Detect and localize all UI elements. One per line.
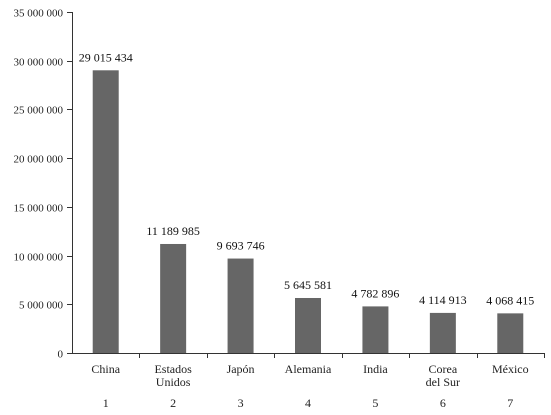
y-tick-label: 15 000 000 [14,203,64,215]
data-labels: 29 015 434 11 189 985 9 693 746 5 645 581 4 … [79,50,535,307]
bar [497,313,524,353]
data-label: 4 068 415 [486,293,534,307]
rank-label: 3 [238,396,244,410]
bar [92,70,119,354]
category-label: Alemania [285,362,332,376]
category-label: Japón [227,362,255,376]
y-tick-label: 25 000 000 [14,105,64,117]
data-label: 4 114 913 [419,293,467,307]
category-label: China [91,362,120,376]
bars [92,70,524,354]
bar [295,297,321,353]
data-label: 11 189 985 [146,224,200,238]
rank-label: 1 [103,396,109,410]
y-tick-label: 35 000 000 [14,8,64,20]
category-label: Estados [154,362,192,376]
y-tick-label: 10 000 000 [14,252,64,264]
bar [362,306,389,353]
bar [227,258,254,353]
data-label: 5 645 581 [284,278,332,292]
y-tick-label: 0 [58,349,64,361]
data-label: 4 782 896 [351,286,399,300]
rank-label: 2 [170,396,176,410]
rank-label: 4 [305,396,311,410]
y-tick-label: 20 000 000 [14,154,64,166]
y-tick-label: 30 000 000 [14,57,64,69]
bar [429,312,456,353]
category-label: India [363,362,388,376]
category-label: Corea [429,362,458,376]
rank-label: 6 [440,396,446,410]
y-tick-label: 5 000 000 [19,300,64,312]
category-label: Unidos [156,375,191,389]
category-label: del Sur [426,375,460,389]
bar [160,243,187,353]
rank-label: 7 [507,396,513,410]
y-axis-ticks: 0 5 000 000 10 000 000 15 000 000 20 000 000… [14,8,72,361]
rank-label: 5 [372,396,378,410]
data-label: 9 693 746 [217,239,265,253]
category-label: México [492,362,529,376]
data-label: 29 015 434 [79,50,133,64]
